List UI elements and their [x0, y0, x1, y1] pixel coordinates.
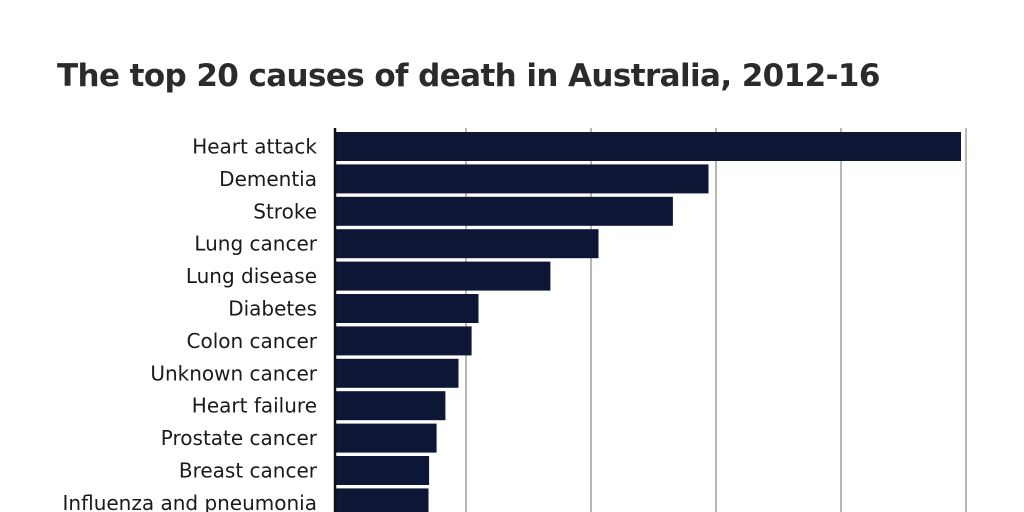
category-labels: Heart attack Dementia Stroke Lung cancer Lun…: [63, 135, 318, 512]
bars: [336, 132, 961, 512]
category-label: Prostate cancer: [161, 426, 318, 450]
category-label: Lung disease: [186, 264, 317, 288]
category-label: Heart attack: [192, 135, 317, 159]
bar: [336, 423, 437, 453]
category-label: Lung cancer: [194, 232, 317, 256]
category-label: Dementia: [219, 167, 317, 191]
bar: [336, 196, 673, 226]
bar: [336, 358, 459, 388]
bar: [336, 132, 961, 161]
bar: [336, 229, 599, 259]
bar: [336, 261, 551, 291]
category-label: Heart failure: [192, 394, 317, 418]
bar: [336, 391, 446, 421]
bar: [336, 456, 430, 485]
bar: [336, 294, 479, 323]
category-label: Stroke: [253, 199, 317, 223]
category-label: Colon cancer: [187, 329, 318, 353]
chart-title: The top 20 causes of death in Australia,…: [57, 58, 880, 94]
category-label: Unknown cancer: [150, 361, 317, 385]
bar: [336, 326, 472, 356]
bar: [336, 164, 709, 194]
category-label: Diabetes: [228, 297, 317, 321]
category-label: Influenza and pneumonia: [63, 491, 317, 512]
bar: [336, 488, 429, 512]
category-label: Breast cancer: [179, 459, 318, 483]
